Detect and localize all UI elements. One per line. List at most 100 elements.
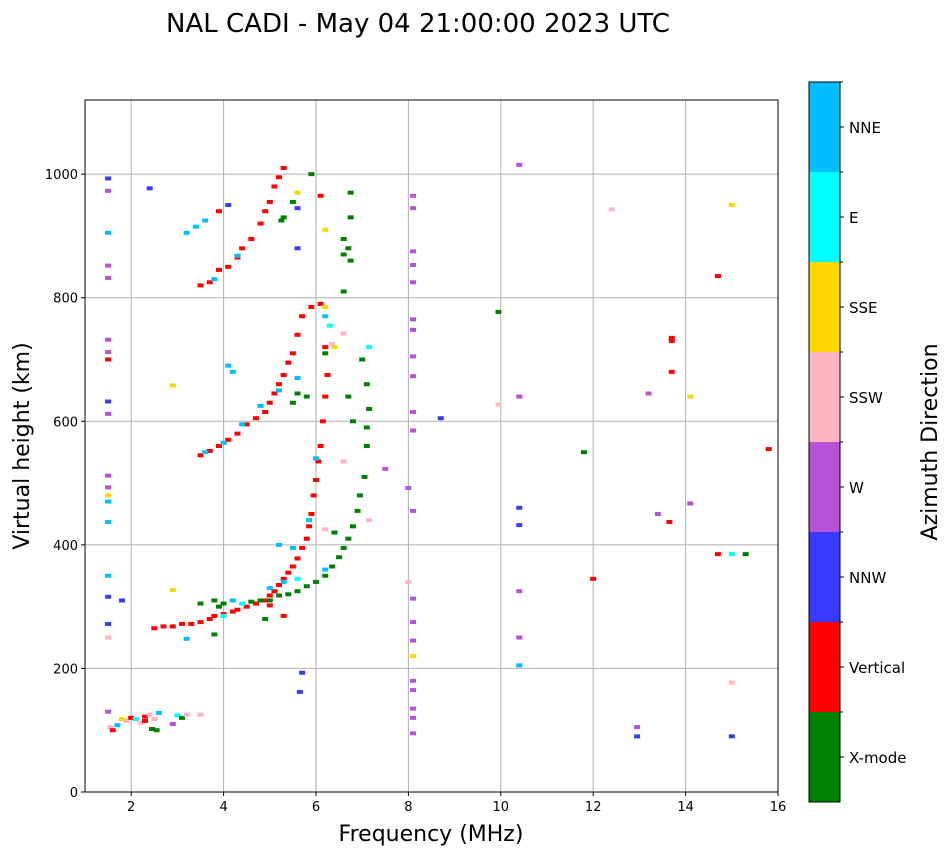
data-point <box>148 726 155 731</box>
data-point <box>410 508 417 513</box>
data-point <box>354 508 361 513</box>
data-point <box>276 583 283 588</box>
data-point <box>211 277 218 282</box>
colorbar-label-vertical: Vertical <box>849 659 905 677</box>
data-point <box>410 678 417 683</box>
data-point <box>322 304 329 309</box>
data-point <box>215 444 222 448</box>
data-point <box>123 718 130 723</box>
data-point <box>271 391 278 396</box>
axis-ticks: 2 4 6 8 10 12 14 16 0 200 400 600 800 1000 <box>45 168 786 815</box>
data-point <box>340 545 347 550</box>
colorbar-segment <box>809 82 840 172</box>
data-point <box>280 613 287 618</box>
data-point <box>179 621 186 626</box>
data-point <box>645 391 652 396</box>
data-point <box>243 422 250 427</box>
data-point <box>742 552 749 557</box>
data-point <box>668 335 675 340</box>
data-point <box>580 450 587 455</box>
data-point <box>313 579 319 584</box>
data-point <box>243 604 250 609</box>
data-point <box>151 626 158 631</box>
data-point <box>410 249 417 254</box>
data-point <box>266 400 273 405</box>
data-point <box>225 363 232 368</box>
data-point <box>289 351 296 356</box>
data-point <box>142 718 149 723</box>
data-point <box>197 620 204 625</box>
data-point <box>146 186 153 191</box>
data-point <box>356 493 363 498</box>
data-point <box>276 542 283 547</box>
data-point <box>160 624 167 629</box>
data-point <box>262 598 269 603</box>
data-point <box>345 536 352 541</box>
data-point <box>105 275 112 280</box>
y-tick-label: 200 <box>53 662 78 677</box>
data-point <box>197 453 204 458</box>
data-point <box>728 680 735 685</box>
data-point <box>410 638 417 643</box>
x-tick-label: 2 <box>127 800 135 815</box>
data-point <box>294 589 301 594</box>
data-point <box>410 428 417 433</box>
data-point <box>303 394 310 399</box>
data-point <box>197 283 204 288</box>
data-point <box>266 603 273 608</box>
data-point <box>329 342 336 347</box>
data-point <box>285 360 292 365</box>
data-point <box>105 499 112 504</box>
data-point <box>225 264 232 269</box>
data-point <box>105 188 112 193</box>
data-point <box>257 598 264 603</box>
colorbar-frame <box>808 81 841 803</box>
data-point <box>229 369 236 374</box>
data-point <box>271 184 278 189</box>
data-point <box>326 323 333 328</box>
data-point <box>765 447 772 452</box>
data-point <box>169 722 176 727</box>
data-point <box>668 369 675 374</box>
data-point <box>239 246 246 251</box>
data-point <box>289 545 296 550</box>
data-point <box>137 720 144 725</box>
data-point <box>516 162 523 167</box>
data-point <box>366 406 373 411</box>
data-point <box>105 176 112 181</box>
data-point <box>303 536 310 541</box>
data-point <box>105 635 112 640</box>
colorbar-label-nnw: NNW <box>849 569 886 587</box>
data-point <box>516 589 523 594</box>
colorbar-segment <box>809 352 840 442</box>
data-point <box>105 337 112 342</box>
data-point <box>349 524 356 529</box>
data-point <box>299 314 306 319</box>
y-tick-label: 600 <box>53 415 78 430</box>
data-point <box>183 636 190 641</box>
data-point <box>322 351 329 356</box>
data-point <box>118 598 125 603</box>
data-point <box>410 706 417 711</box>
data-point <box>105 473 112 478</box>
colorbar-segment <box>809 532 840 622</box>
data-point <box>410 317 417 322</box>
data-point <box>220 601 227 606</box>
grid <box>85 100 778 792</box>
data-point <box>280 165 287 170</box>
y-tick-label: 0 <box>70 786 78 801</box>
data-point <box>248 599 255 604</box>
data-point <box>202 450 209 455</box>
data-point <box>257 221 264 226</box>
data-point <box>197 601 204 606</box>
data-point <box>516 394 523 399</box>
data-point <box>276 382 283 387</box>
data-point <box>329 564 336 569</box>
data-point <box>728 552 735 557</box>
data-point <box>280 576 287 581</box>
data-point <box>211 632 218 637</box>
data-point <box>262 617 269 621</box>
data-point <box>345 394 352 399</box>
data-point <box>410 206 417 211</box>
